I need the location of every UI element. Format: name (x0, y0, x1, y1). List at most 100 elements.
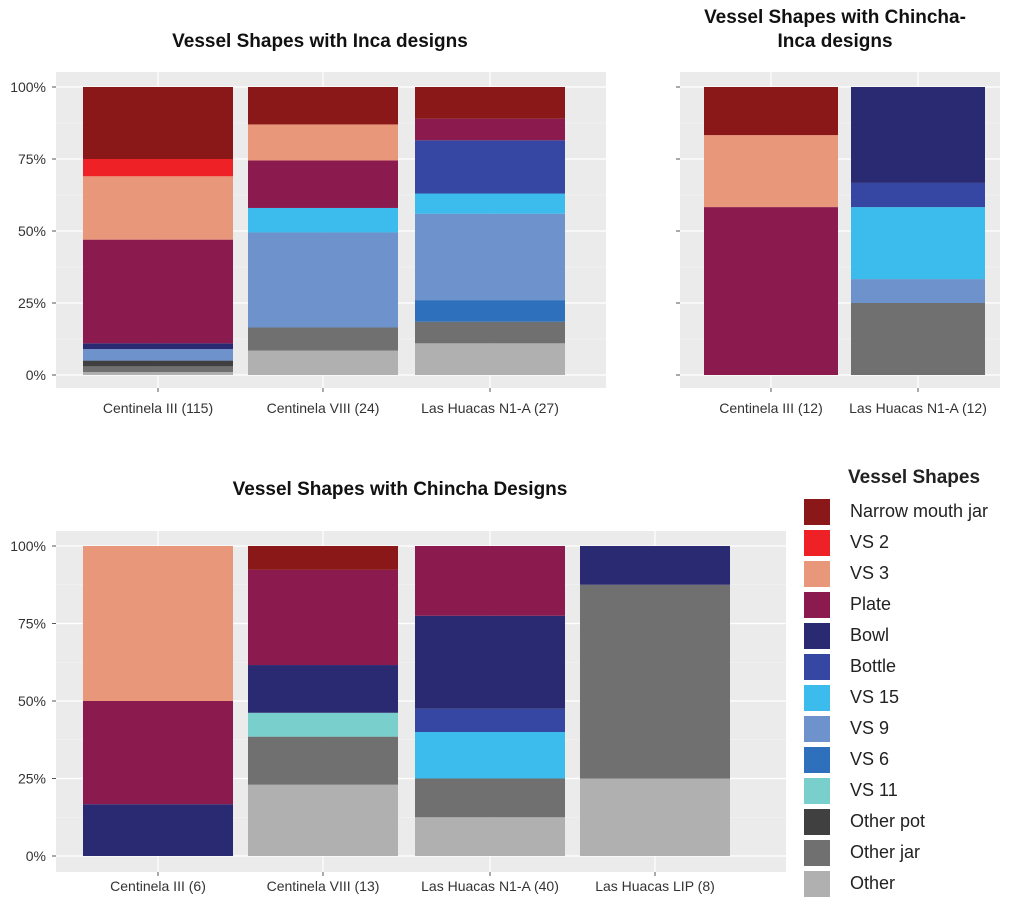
chart-chincha-inca: Vessel Shapes with Chincha-Inca designs … (0, 0, 1020, 430)
legend-label: Narrow mouth jar (850, 501, 989, 521)
legend-label: Other jar (850, 842, 921, 862)
bar-segment-bowl (851, 87, 985, 183)
legend-item-vs-15: VS 15 (800, 682, 1015, 713)
bar-segment-other-jar (248, 327, 398, 351)
legend-swatch (804, 591, 830, 618)
legend-swatch (804, 839, 830, 866)
legend-label: VS 2 (850, 532, 890, 552)
bar-segment-narrow-mouth-jar (704, 87, 838, 136)
legend-item-vs-2: VS 2 (800, 527, 1015, 558)
x-tick-label: Las Huacas N1-A (27) (421, 400, 559, 416)
bar-segment-vs-3 (83, 546, 233, 701)
legend-items: Narrow mouth jar VS 2 VS 3 Plate Bowl Bottle V… (800, 496, 1015, 899)
bar-segment-bowl (83, 343, 233, 350)
legend-item-bowl: Bowl (800, 620, 1015, 651)
bar-segment-bowl (248, 665, 398, 713)
bar-segment-narrow-mouth-jar (83, 87, 233, 159)
x-tick-label: Centinela VIII (24) (267, 400, 380, 416)
legend-label: Other (850, 873, 896, 893)
bar-segment-vs-3 (704, 135, 838, 208)
x-tick-label: Las Huacas N1-A (40) (421, 878, 559, 894)
legend-item-bottle: Bottle (800, 651, 1015, 682)
chart-title: Vessel Shapes with Chincha-Inca designs (704, 7, 966, 52)
bar-segment-other-jar (415, 321, 565, 344)
x-tick-label: Centinela VIII (13) (267, 878, 380, 894)
bar-segment-plate (248, 160, 398, 208)
legend-label: Plate (850, 594, 892, 614)
bar-segment-bottle (415, 140, 565, 194)
bar-segment-vs-15 (415, 732, 565, 779)
bar-segment-other (415, 343, 565, 375)
legend-item-vs-11: VS 11 (800, 775, 1015, 806)
y-tick-label: 75% (18, 151, 46, 167)
legend-title: Vessel Shapes (848, 467, 981, 488)
bar-segment-other (248, 350, 398, 375)
chart-title: Vessel Shapes with Inca designs (172, 31, 468, 52)
y-tick-label: 50% (18, 223, 46, 239)
bar-segment-vs-9 (415, 213, 565, 301)
legend-label: Bowl (850, 625, 890, 645)
bar-segment-other (415, 817, 565, 856)
legend-item-vs-6: VS 6 (800, 744, 1015, 775)
bar-segment-vs-6 (415, 300, 565, 322)
bar-segment-vs-15 (851, 207, 985, 280)
legend-swatch (804, 808, 830, 835)
bar-segment-bottle (415, 708, 565, 732)
bar-segment-other (83, 372, 233, 375)
bar-segment-bowl (83, 804, 233, 856)
legend-item-other-pot: Other pot (800, 806, 1015, 837)
legend-swatch (804, 498, 830, 525)
bar-segment-plate (415, 546, 565, 616)
x-tick-label: Las Huacas LIP (8) (595, 878, 715, 894)
y-tick-label: 0% (26, 848, 46, 864)
chart-inca-plot: 100% 75% 50% 25% 0% Centinela III (115) Centin… (10, 72, 606, 416)
legend-label: VS 3 (850, 563, 890, 583)
bar-segment-vs-11 (248, 712, 398, 737)
y-tick-label: 0% (26, 367, 46, 383)
x-tick-label: Las Huacas N1-A (12) (849, 400, 987, 416)
legend-swatch (804, 560, 830, 587)
y-tick-label: 75% (18, 616, 46, 632)
bar-segment-other-jar (248, 736, 398, 785)
bar-segment-bowl (580, 546, 730, 585)
bar-segment-vs-3 (83, 176, 233, 240)
bar-segment-plate (415, 118, 565, 141)
chart-chincha-plot: 100% 75% 50% 25% 0% Centinela III (6) Centinel… (10, 531, 786, 894)
legend-label: Bottle (850, 656, 897, 676)
bar-segment-other-pot (83, 360, 233, 367)
legend-item-other-jar: Other jar (800, 837, 1015, 868)
chart-chincha-inca-plot: Centinela III (12) Las Huacas N1-A (12) (676, 72, 1000, 416)
bar-segment-plate (248, 569, 398, 666)
legend-item-narrow-mouth-jar: Narrow mouth jar (800, 496, 1015, 527)
bar-segment-vs-9 (83, 349, 233, 361)
x-tick-label: Centinela III (12) (719, 400, 823, 416)
legend-item-plate: Plate (800, 589, 1015, 620)
bar-segment-vs-3 (248, 124, 398, 161)
legend-label: VS 11 (850, 780, 898, 800)
bar-segment-vs-9 (248, 232, 398, 328)
y-tick-label: 25% (18, 771, 46, 787)
bar-segment-vs-15 (415, 193, 565, 214)
bar-segment-other-jar (851, 303, 985, 375)
chart-chincha: Vessel Shapes with Chincha Designs 100% 7… (10, 479, 786, 894)
legend-swatch (804, 715, 830, 742)
bar-segment-bowl (415, 615, 565, 709)
bar-segment-bottle (851, 182, 985, 208)
x-tick-label: Centinela III (6) (110, 878, 206, 894)
x-tick-label: Centinela III (115) (103, 400, 213, 416)
legend-swatch (804, 777, 830, 804)
legend-label: VS 6 (850, 749, 890, 769)
legend-label: VS 15 (850, 687, 900, 707)
y-tick-label: 100% (10, 538, 46, 554)
legend-swatch (804, 653, 830, 680)
bar-segment-vs-9 (851, 279, 985, 303)
legend-label: Other pot (850, 811, 926, 831)
chart-inca: Vessel Shapes with Inca designs 100% 75% 5… (0, 0, 620, 430)
legend-swatch (804, 746, 830, 773)
bar-segment-vs-2 (83, 159, 233, 177)
bar-segment-other (580, 778, 730, 856)
legend-item-vs-9: VS 9 (800, 713, 1015, 744)
bar-segment-plate (704, 207, 838, 375)
legend-swatch (804, 529, 830, 556)
bar-segment-narrow-mouth-jar (248, 546, 398, 570)
